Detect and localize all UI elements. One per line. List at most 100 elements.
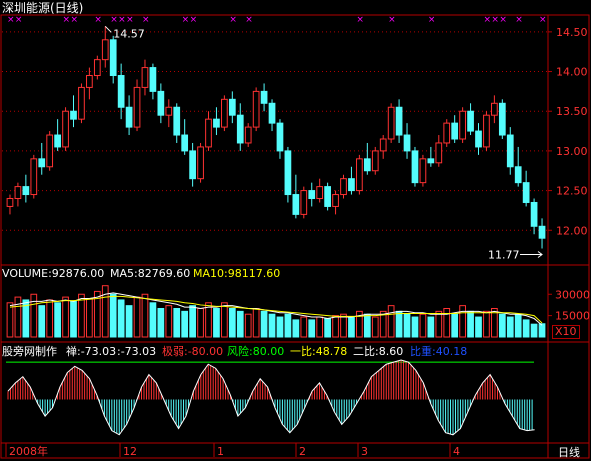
candle-body[interactable] (149, 67, 157, 92)
candle-body[interactable] (379, 138, 387, 152)
candle-body[interactable] (356, 158, 363, 192)
candle-body[interactable] (133, 86, 141, 128)
candle-body[interactable] (6, 198, 14, 207)
candle-body[interactable] (363, 158, 371, 172)
volume-bar[interactable] (205, 302, 212, 338)
candle-body[interactable] (101, 39, 109, 61)
volume-bar[interactable] (427, 316, 435, 338)
volume-bar[interactable] (348, 316, 355, 338)
candle-body[interactable] (205, 118, 212, 148)
candle-body[interactable] (332, 194, 339, 207)
candle-body[interactable] (483, 114, 490, 148)
candle-body[interactable] (38, 158, 46, 168)
candle-body[interactable] (62, 110, 69, 148)
indicator-histogram[interactable] (6, 359, 535, 436)
volume-bar[interactable] (498, 313, 506, 338)
candle-body[interactable] (117, 75, 125, 108)
candlestick-series[interactable] (6, 26, 546, 249)
volume-bar[interactable] (181, 310, 189, 338)
volume-bar[interactable] (165, 305, 173, 338)
candle-body[interactable] (411, 150, 419, 184)
volume-bar[interactable] (244, 313, 252, 338)
candle-body[interactable] (125, 106, 133, 128)
candle-body[interactable] (514, 166, 522, 184)
volume-bar[interactable] (46, 299, 54, 338)
candle-body[interactable] (260, 90, 268, 104)
candle-body[interactable] (443, 122, 451, 144)
candle-body[interactable] (340, 178, 347, 196)
candle-body[interactable] (70, 110, 77, 120)
candle-body[interactable] (197, 146, 204, 180)
candle-body[interactable] (244, 126, 252, 144)
candle-body[interactable] (221, 98, 228, 128)
volume-bar[interactable] (491, 308, 498, 338)
volume-bar[interactable] (300, 316, 308, 338)
candle-body[interactable] (403, 134, 411, 152)
candle-body[interactable] (78, 86, 85, 120)
candle-body[interactable] (324, 186, 331, 207)
volume-bar[interactable] (451, 313, 459, 338)
candle-body[interactable] (109, 39, 117, 77)
volume-bar[interactable] (363, 313, 371, 338)
volume-bar[interactable] (284, 313, 292, 338)
volume-bar[interactable] (117, 299, 125, 338)
volume-bar[interactable] (419, 313, 427, 338)
candle-body[interactable] (451, 122, 459, 140)
volume-bars[interactable] (6, 285, 546, 338)
candle-body[interactable] (181, 134, 189, 152)
volume-bar[interactable] (236, 310, 244, 338)
candle-body[interactable] (316, 186, 324, 200)
candle-body[interactable] (292, 194, 300, 215)
volume-bar[interactable] (70, 300, 77, 338)
volume-bar[interactable] (101, 285, 109, 338)
candle-body[interactable] (252, 90, 260, 128)
candle-body[interactable] (419, 158, 427, 184)
volume-bar[interactable] (514, 313, 522, 338)
volume-bar[interactable] (522, 319, 530, 338)
volume-bar[interactable] (506, 316, 514, 338)
volume-bar[interactable] (467, 310, 474, 338)
volume-bar[interactable] (276, 316, 284, 338)
volume-bar[interactable] (475, 316, 482, 338)
volume-bar[interactable] (308, 319, 316, 338)
volume-bar[interactable] (411, 316, 419, 338)
volume-bar[interactable] (86, 298, 93, 338)
candle-body[interactable] (459, 110, 466, 140)
candle-body[interactable] (54, 134, 61, 148)
volume-bar[interactable] (221, 302, 228, 338)
volume-bar[interactable] (228, 308, 236, 338)
candle-body[interactable] (86, 75, 93, 88)
volume-bar[interactable] (54, 302, 61, 338)
volume-bar[interactable] (197, 308, 204, 338)
candle-body[interactable] (157, 90, 165, 116)
candle-body[interactable] (467, 110, 474, 132)
volume-bar[interactable] (173, 308, 181, 338)
volume-bar[interactable] (459, 305, 466, 338)
volume-bar[interactable] (371, 316, 379, 338)
candle-body[interactable] (522, 182, 530, 203)
volume-bar[interactable] (356, 310, 363, 338)
candle-body[interactable] (189, 150, 196, 180)
volume-bar[interactable] (483, 310, 490, 338)
volume-bar[interactable] (530, 323, 538, 338)
volume-bar[interactable] (538, 323, 546, 338)
candle-body[interactable] (213, 118, 220, 128)
volume-bar[interactable] (379, 310, 387, 338)
volume-bar[interactable] (403, 313, 411, 338)
candle-body[interactable] (348, 178, 355, 192)
candle-body[interactable] (427, 158, 435, 164)
candle-body[interactable] (498, 102, 506, 136)
candle-body[interactable] (284, 150, 292, 196)
volume-bar[interactable] (395, 310, 403, 338)
volume-bar[interactable] (268, 313, 276, 338)
candle-body[interactable] (141, 67, 149, 88)
volume-bar[interactable] (62, 296, 69, 338)
volume-bar[interactable] (38, 305, 46, 338)
period-label[interactable]: 日线 (558, 446, 580, 459)
candle-body[interactable] (173, 106, 181, 136)
volume-bar[interactable] (387, 305, 395, 338)
volume-bar[interactable] (316, 316, 324, 338)
volume-bar[interactable] (189, 305, 196, 338)
volume-bar[interactable] (30, 293, 38, 338)
